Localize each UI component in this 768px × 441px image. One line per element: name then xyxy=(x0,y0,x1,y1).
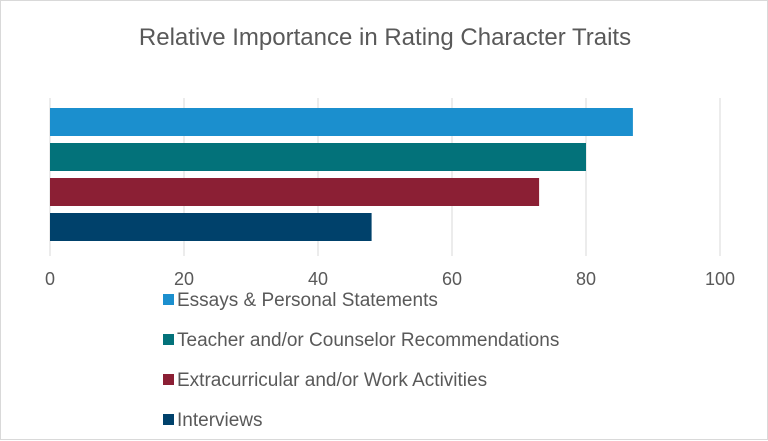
chart-title: Relative Importance in Rating Character … xyxy=(139,24,631,51)
legend-swatch xyxy=(163,414,174,425)
bar xyxy=(50,213,372,241)
legend-label: Interviews xyxy=(177,410,263,431)
legend-label: Teacher and/or Counselor Recommendations xyxy=(177,330,559,351)
legend-label: Essays & Personal Statements xyxy=(177,290,438,311)
legend-swatch xyxy=(163,374,174,385)
x-axis-ticks: 0 20 40 60 80 100 xyxy=(45,269,735,289)
x-tick-label: 80 xyxy=(576,269,596,289)
legend-swatch xyxy=(163,334,174,345)
x-tick-label: 0 xyxy=(45,269,55,289)
x-tick-label: 100 xyxy=(705,269,735,289)
bar xyxy=(50,143,586,171)
bar xyxy=(50,178,540,206)
x-tick-label: 20 xyxy=(174,269,194,289)
x-tick-label: 40 xyxy=(308,269,328,289)
x-tick-label: 60 xyxy=(442,269,462,289)
legend-swatch xyxy=(163,294,174,305)
legend-label: Extracurricular and/or Work Activities xyxy=(177,370,487,391)
bar xyxy=(50,108,633,136)
bars xyxy=(50,108,633,241)
legend: Essays & Personal Statements Teacher and/… xyxy=(163,290,559,431)
